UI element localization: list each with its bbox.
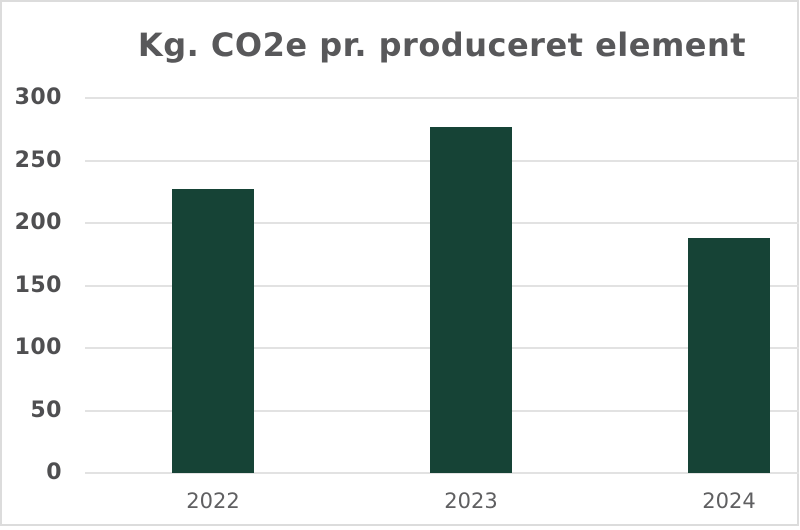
y-axis-label: 150 bbox=[14, 272, 62, 298]
y-axis-label: 100 bbox=[14, 335, 62, 360]
x-axis-label: 2022 bbox=[186, 489, 240, 513]
x-axis-label: 2024 bbox=[702, 489, 756, 513]
y-axis-label: 300 bbox=[14, 85, 62, 110]
bar-2024 bbox=[688, 238, 770, 473]
y-axis-label: 50 bbox=[30, 397, 62, 423]
gridline bbox=[85, 97, 799, 99]
chart-title: Kg. CO2e pr. produceret element bbox=[137, 26, 747, 64]
y-axis-label: 250 bbox=[14, 147, 62, 173]
gridline bbox=[85, 472, 799, 474]
bar-2022 bbox=[172, 189, 254, 473]
y-axis-label: 200 bbox=[14, 210, 62, 235]
y-axis-label: 0 bbox=[46, 460, 62, 485]
bar-2023 bbox=[430, 126, 512, 473]
x-axis-label: 2023 bbox=[444, 489, 498, 513]
